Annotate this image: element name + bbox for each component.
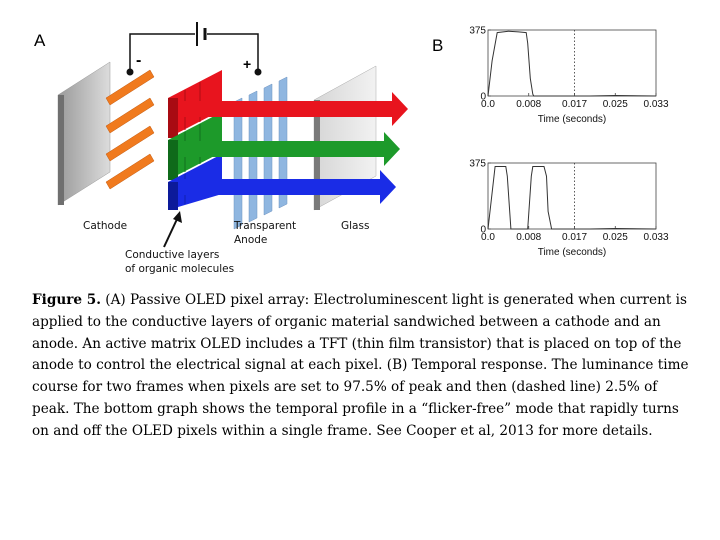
- figure-label: Figure 5.: [32, 292, 101, 308]
- luminance-chart-top: 0.0 0.008 0.017 0.025 0.033 0 375 Time (seconds…: [469, 26, 669, 126]
- panel-a-letter: A: [34, 31, 46, 50]
- top-x-axis-label: Time (seconds): [538, 114, 607, 125]
- top-x-tick-label: 0.033: [643, 99, 668, 110]
- battery-circuit: [126, 22, 262, 76]
- top-x-tick-label: 0.017: [562, 99, 587, 110]
- caption-text: (A) Passive OLED pixel array: Electrolum…: [32, 292, 689, 439]
- anode-label-line1: Transparent: [234, 220, 297, 232]
- bottom-x-tick-label: 0.0: [481, 232, 495, 243]
- organic-pointer-arrow: [163, 211, 182, 248]
- positive-terminal: [254, 68, 262, 76]
- cathode-plate: [57, 61, 111, 206]
- blue-light-arrow: [178, 170, 396, 204]
- figure-caption: Figure 5. (A) Passive OLED pixel array: …: [32, 290, 692, 443]
- organic-layers: [168, 70, 222, 210]
- red-light-arrow: [178, 92, 408, 126]
- luminance-chart-bottom: 0.0 0.008 0.017 0.025 0.033 0 375 Time (seconds…: [469, 159, 669, 259]
- green-light-arrow: [178, 132, 400, 166]
- bottom-x-axis-label: Time (seconds): [538, 247, 607, 258]
- top-x-tick-label: 0.025: [603, 99, 628, 110]
- light-arrows: [178, 92, 408, 204]
- bottom-x-tick-label: 0.033: [643, 232, 668, 243]
- top-plot-frame: [487, 29, 657, 97]
- glass-label: Glass: [341, 220, 370, 232]
- top-y-tick-label: 375: [469, 26, 486, 37]
- cathode-strips: [105, 69, 155, 190]
- bottom-y-tick-label: 375: [469, 159, 486, 170]
- top-y-tick-label: 0: [480, 92, 486, 103]
- bottom-plot-frame: [487, 162, 657, 230]
- minus-sign: -: [136, 52, 142, 69]
- top-luminance-line: [487, 30, 657, 97]
- organic-label-line2: of organic molecules: [125, 263, 235, 275]
- oled-diagram: [57, 22, 408, 248]
- bottom-x-tick-label: 0.008: [516, 232, 541, 243]
- bottom-luminance-line: [487, 166, 657, 230]
- top-x-tick-label: 0.008: [516, 99, 541, 110]
- plus-sign: +: [243, 56, 252, 72]
- bottom-y-tick-label: 0: [480, 225, 486, 236]
- anode-label-line2: Anode: [234, 234, 268, 246]
- top-x-tick-label: 0.0: [481, 99, 495, 110]
- panel-b-letter: B: [432, 36, 444, 55]
- cathode-label: Cathode: [83, 220, 128, 232]
- bottom-x-tick-label: 0.025: [603, 232, 628, 243]
- bottom-x-tick-label: 0.017: [562, 232, 587, 243]
- organic-label-line1: Conductive layers: [125, 249, 220, 261]
- negative-terminal: [126, 68, 134, 76]
